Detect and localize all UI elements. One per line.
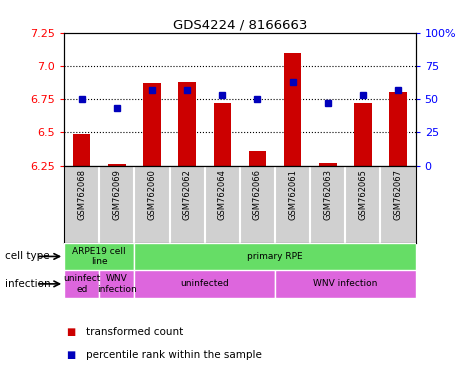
- Text: GSM762065: GSM762065: [359, 169, 367, 220]
- Text: GSM762067: GSM762067: [394, 169, 402, 220]
- Bar: [179, 82, 196, 166]
- Bar: [108, 164, 125, 166]
- Text: GSM762060: GSM762060: [148, 169, 156, 220]
- Bar: [249, 151, 266, 166]
- Text: GSM762062: GSM762062: [183, 169, 191, 220]
- Text: GSM762064: GSM762064: [218, 169, 227, 220]
- Text: GSM762063: GSM762063: [323, 169, 332, 220]
- Title: GDS4224 / 8166663: GDS4224 / 8166663: [173, 18, 307, 31]
- Bar: [213, 103, 231, 166]
- Bar: [99, 270, 134, 298]
- Text: GSM762066: GSM762066: [253, 169, 262, 220]
- Text: WNV
infection: WNV infection: [97, 274, 137, 294]
- Text: ARPE19 cell
line: ARPE19 cell line: [73, 247, 126, 266]
- Text: uninfect
ed: uninfect ed: [63, 274, 100, 294]
- Text: transformed count: transformed count: [86, 327, 183, 337]
- Text: uninfected: uninfected: [180, 280, 229, 288]
- Text: GSM762068: GSM762068: [77, 169, 86, 220]
- Text: WNV infection: WNV infection: [313, 280, 378, 288]
- Bar: [354, 103, 371, 166]
- Bar: [134, 270, 275, 298]
- Bar: [143, 83, 161, 166]
- Text: infection: infection: [5, 279, 50, 289]
- Bar: [319, 163, 336, 166]
- Text: ■: ■: [66, 327, 76, 337]
- Bar: [390, 93, 407, 166]
- Bar: [64, 243, 134, 270]
- Bar: [134, 243, 416, 270]
- Text: percentile rank within the sample: percentile rank within the sample: [86, 350, 261, 360]
- Bar: [275, 270, 416, 298]
- Bar: [73, 134, 91, 166]
- Bar: [64, 270, 99, 298]
- Text: primary RPE: primary RPE: [247, 252, 303, 261]
- Text: GSM762069: GSM762069: [113, 169, 121, 220]
- Bar: [284, 53, 301, 166]
- Text: GSM762061: GSM762061: [288, 169, 297, 220]
- Text: ■: ■: [66, 350, 76, 360]
- Text: cell type: cell type: [5, 252, 49, 262]
